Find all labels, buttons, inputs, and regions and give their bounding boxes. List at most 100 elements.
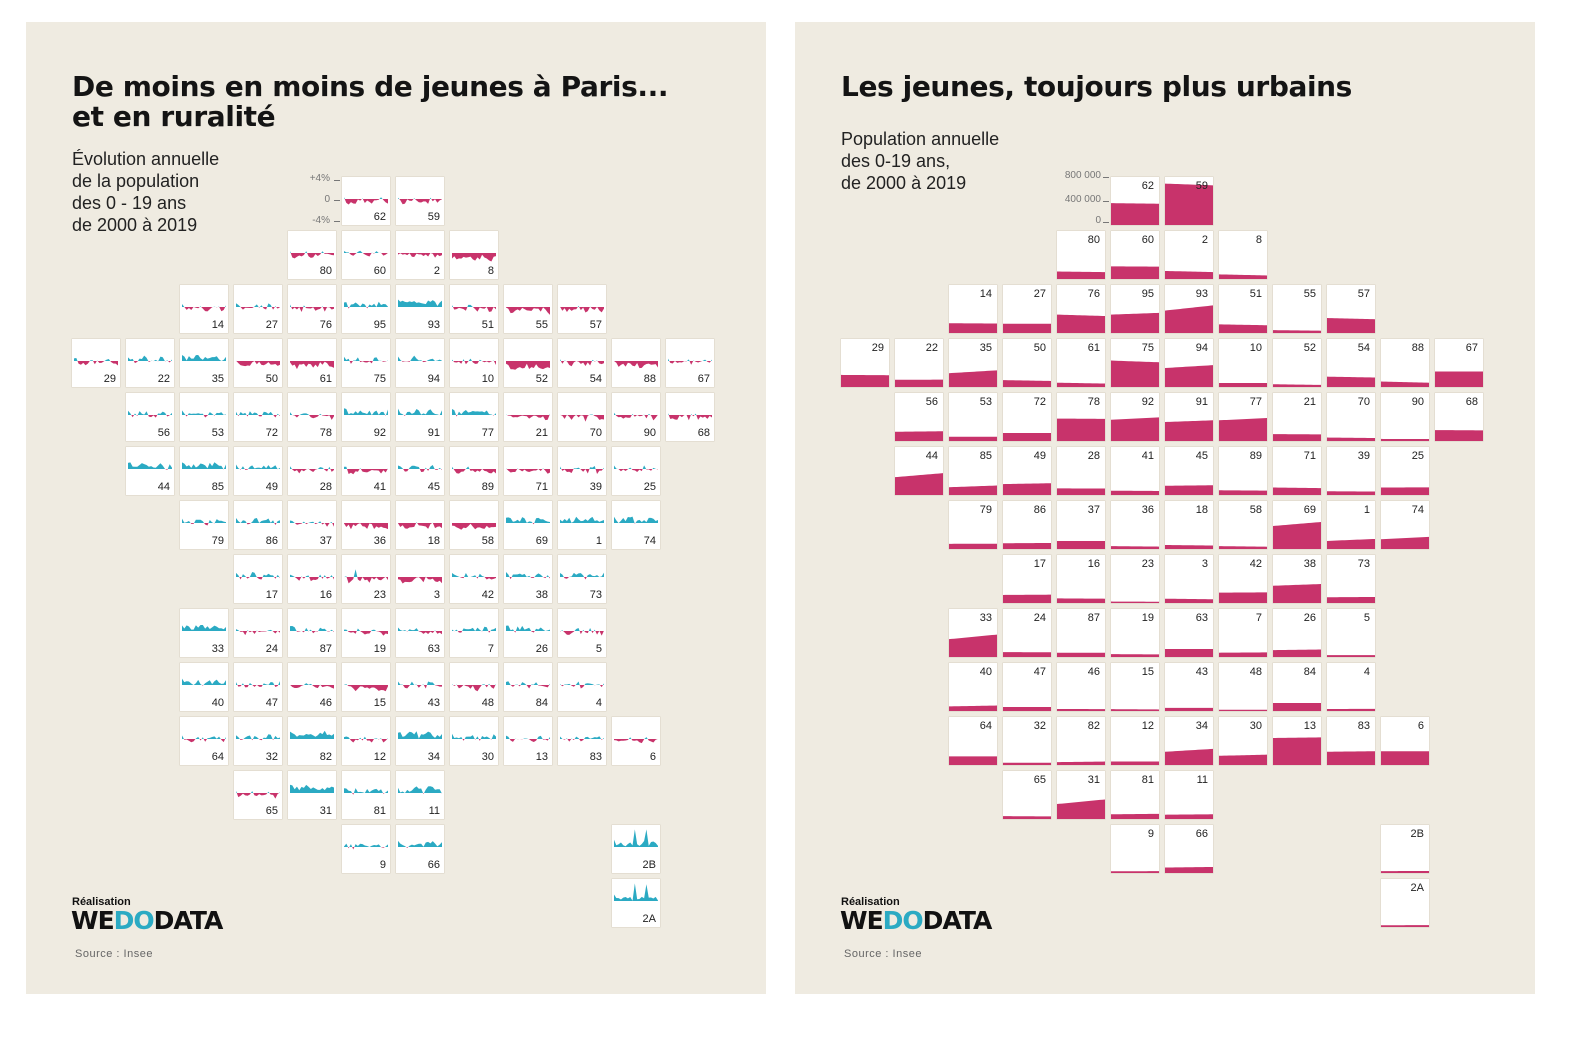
- department-tile-70: 70: [1327, 393, 1375, 441]
- department-tile-56: 56: [895, 393, 943, 441]
- change-sparkline-74: [614, 516, 658, 524]
- department-tile-81: 81: [1111, 771, 1159, 819]
- population-area-1: [1327, 538, 1375, 549]
- population-fill-29: [841, 374, 889, 387]
- department-tile-10: 10: [450, 339, 498, 387]
- department-code-label: 19: [1141, 612, 1154, 624]
- change-sparkline-34: [398, 731, 442, 739]
- population-fill-39: [1327, 491, 1375, 495]
- department-code-label: 67: [697, 373, 710, 385]
- department-tile-33: 33: [180, 609, 228, 657]
- population-area-27: [1003, 323, 1051, 333]
- department-tile-61: 61: [1057, 339, 1105, 387]
- positive-area-11: [398, 786, 442, 793]
- department-code-label: 67: [1465, 342, 1478, 354]
- left-title-line-2: et en ruralité: [72, 100, 276, 133]
- department-tile-26: 26: [1273, 609, 1321, 657]
- negative-area-4: [560, 685, 604, 689]
- population-area-65: [1003, 816, 1051, 819]
- department-code-label: 44: [925, 450, 938, 462]
- left-chart-subtitle: Évolution annuelle de la population des …: [72, 148, 272, 236]
- change-sparkline-13: [506, 735, 550, 743]
- positive-area-85: [182, 462, 226, 469]
- change-sparkline-70: [560, 414, 604, 422]
- department-tile-21: 21: [1273, 393, 1321, 441]
- population-fill-53: [949, 436, 997, 441]
- department-code-label: 63: [427, 643, 440, 655]
- department-tile-93: 93: [396, 285, 444, 333]
- department-tile-94: 94: [396, 339, 444, 387]
- department-code-label: 65: [265, 805, 278, 817]
- population-fill-89: [1219, 490, 1267, 495]
- department-tile-74: 74: [1381, 501, 1429, 549]
- department-code-label: 12: [373, 751, 386, 763]
- department-code-label: 42: [481, 589, 494, 601]
- population-fill-76: [1057, 314, 1105, 333]
- negative-area-50: [236, 361, 280, 367]
- department-code-label: 87: [319, 643, 332, 655]
- negative-area-94: [398, 361, 442, 363]
- department-code-label: 61: [319, 373, 332, 385]
- left-subtitle-line: Évolution annuelle: [72, 149, 220, 169]
- change-sparkline-58: [452, 523, 496, 530]
- population-fill-63: [1165, 648, 1213, 657]
- department-code-label: 72: [1033, 396, 1046, 408]
- negative-area-88: [614, 361, 658, 369]
- change-sparkline-90: [614, 412, 658, 421]
- department-tile-66: 66: [396, 825, 444, 873]
- population-fill-69: [1273, 521, 1321, 549]
- positive-area-13: [506, 735, 550, 739]
- change-sparkline-44: [128, 462, 172, 470]
- change-sparkline-26: [506, 625, 550, 633]
- department-tile-12: 12: [1111, 717, 1159, 765]
- negative-area-49: [236, 469, 280, 470]
- population-fill-10: [1219, 382, 1267, 387]
- change-sparkline-50: [236, 360, 280, 367]
- department-tile-71: 71: [504, 447, 552, 495]
- change-sparkline-81: [344, 788, 388, 795]
- negative-area-37: [290, 523, 334, 527]
- department-tile-88: 88: [612, 339, 660, 387]
- change-sparkline-54: [560, 359, 604, 367]
- department-code-label: 9: [379, 859, 386, 871]
- population-fill-94: [1165, 365, 1213, 387]
- department-code-label: 11: [428, 805, 440, 817]
- department-code-label: 33: [979, 612, 992, 624]
- left-scale-top-label: +4%: [309, 173, 330, 184]
- department-tile-5: 5: [1327, 609, 1375, 657]
- department-tile-69: 69: [504, 501, 552, 549]
- scale-tick: [334, 180, 340, 181]
- department-tile-9: 9: [1111, 825, 1159, 873]
- positive-area-92: [344, 408, 388, 415]
- department-tile-14: 14: [949, 285, 997, 333]
- population-area-82: [1057, 761, 1105, 765]
- population-fill-27: [1003, 323, 1051, 333]
- positive-area-38: [506, 572, 550, 577]
- department-code-label: 66: [427, 859, 440, 871]
- population-area-6: [1381, 751, 1429, 765]
- department-code-label: 2A: [1410, 882, 1424, 894]
- department-code-label: 63: [1195, 612, 1208, 624]
- scale-tick: [1103, 222, 1109, 223]
- population-fill-12: [1111, 761, 1159, 765]
- scale-tick: [1103, 201, 1109, 202]
- department-code-label: 76: [319, 319, 332, 331]
- department-code-label: 29: [103, 373, 116, 385]
- population-fill-92: [1111, 417, 1159, 441]
- department-tile-34: 34: [396, 717, 444, 765]
- department-code-label: 28: [319, 481, 332, 493]
- department-code-label: 56: [157, 427, 170, 439]
- department-code-label: 41: [373, 481, 386, 493]
- department-code-label: 92: [1141, 396, 1154, 408]
- department-code-label: 90: [1411, 396, 1424, 408]
- department-tile-76: 76: [288, 285, 336, 333]
- department-tile-56: 56: [126, 393, 174, 441]
- department-code-label: 39: [1357, 450, 1370, 462]
- population-area-3: [1165, 598, 1213, 603]
- population-fill-40: [949, 705, 997, 711]
- department-tile-91: 91: [396, 393, 444, 441]
- population-area-40: [949, 705, 997, 711]
- department-tile-88: 88: [1381, 339, 1429, 387]
- population-fill-50: [1003, 380, 1051, 387]
- department-code-label: 44: [157, 481, 170, 493]
